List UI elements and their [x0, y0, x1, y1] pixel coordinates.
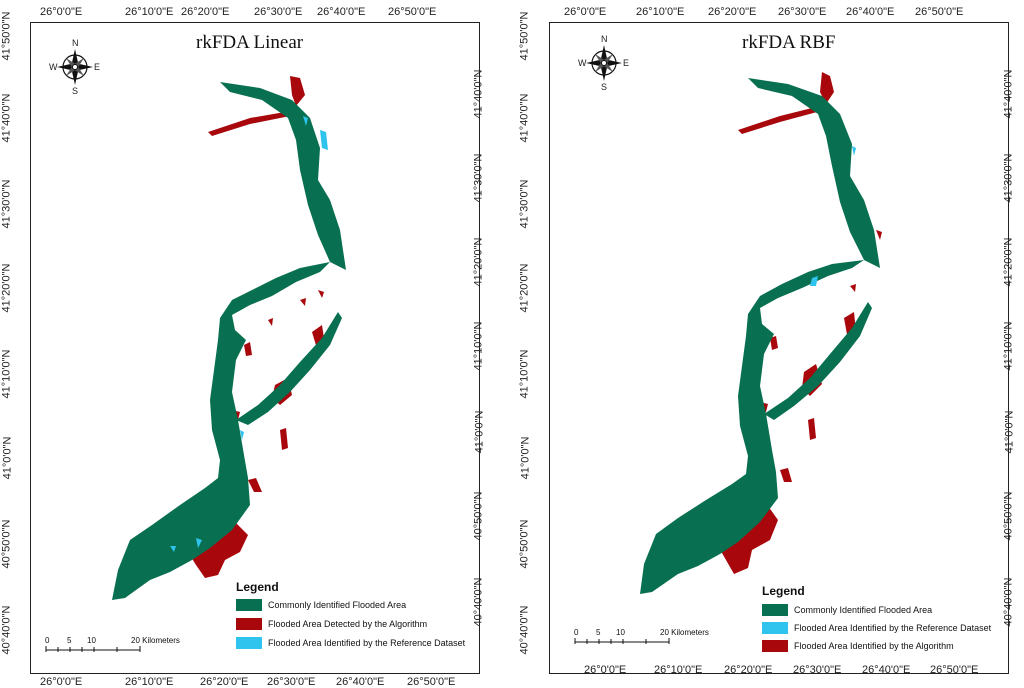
algorithm-flood-areas — [718, 72, 882, 574]
map-title: rkFDA RBF — [742, 32, 836, 53]
scale-bar — [574, 638, 670, 644]
reference-flood-areas — [810, 146, 856, 286]
legend-swatch — [762, 640, 788, 652]
lon-tick-top: 26°20'0"E — [708, 6, 757, 18]
legend-label: Commonly Identified Flooded Area — [794, 605, 933, 615]
legend-label: Commonly Identified Flooded Area — [268, 600, 407, 610]
lon-tick-bottom: 26°20'0"E — [724, 664, 773, 676]
legend-swatch — [236, 599, 262, 611]
lon-tick-top: 26°50'0"E — [388, 6, 437, 18]
lon-tick-top: 26°10'0"E — [125, 6, 174, 18]
legend-item: Commonly Identified Flooded Area — [236, 598, 406, 612]
lon-tick-bottom: 26°0'0"E — [40, 676, 83, 688]
lon-tick-bottom: 26°30'0"E — [267, 676, 316, 688]
scale-label: 10 — [616, 628, 625, 637]
compass-s-label: S — [72, 86, 79, 96]
lon-tick-bottom: 26°10'0"E — [654, 664, 703, 676]
map-frame — [30, 22, 480, 674]
scale-label: 0 — [574, 628, 579, 637]
compass-w-label: W — [49, 62, 58, 72]
lon-tick-top: 26°30'0"E — [254, 6, 303, 18]
legend-item: Commonly Identified Flooded Area — [762, 603, 932, 617]
scale-label: 20 Kilometers — [660, 628, 709, 637]
compass-e-label: E — [623, 58, 630, 68]
legend-label: Flooded Area Identified by the Reference… — [268, 638, 466, 648]
legend-item: Flooded Area Detected by the Algorithm — [236, 617, 427, 631]
legend-swatch — [236, 637, 262, 649]
lon-tick-top: 26°40'0"E — [317, 6, 366, 18]
lon-tick-bottom: 26°10'0"E — [125, 676, 174, 688]
lon-tick-top: 26°30'0"E — [778, 6, 827, 18]
legend-swatch — [236, 618, 262, 630]
lon-tick-bottom: 26°50'0"E — [407, 676, 456, 688]
legend-label: Flooded Area Identified by the Algorithm — [794, 641, 954, 651]
scale-label: 20 Kilometers — [131, 636, 180, 645]
lon-tick-top: 26°10'0"E — [636, 6, 685, 18]
lon-tick-bottom: 26°40'0"E — [336, 676, 385, 688]
lon-tick-top: 26°0'0"E — [564, 6, 607, 18]
lon-tick-top: 26°50'0"E — [915, 6, 964, 18]
scale-bar — [45, 646, 141, 652]
lon-tick-top: 26°40'0"E — [846, 6, 895, 18]
legend-title: Legend — [236, 580, 279, 594]
lon-tick-bottom: 26°20'0"E — [200, 676, 249, 688]
compass-w-label: W — [578, 58, 587, 68]
legend-item: Flooded Area Identified by the Algorithm — [762, 639, 954, 653]
flood-map-rbf — [640, 72, 882, 594]
common-flood-areas — [640, 78, 880, 594]
legend-label: Flooded Area Identified by the Reference… — [794, 623, 992, 633]
scale-label: 5 — [596, 628, 601, 637]
legend-swatch — [762, 604, 788, 616]
map-panel-linear: 26°0'0"E 26°10'0"E 26°20'0"E 26°30'0"E 2… — [0, 6, 485, 688]
legend-swatch — [762, 622, 788, 634]
lon-tick-top: 26°0'0"E — [40, 6, 83, 18]
legend-item: Flooded Area Identified by the Reference… — [762, 621, 991, 635]
lon-tick-bottom: 26°0'0"E — [584, 664, 627, 676]
compass-s-label: S — [601, 82, 608, 92]
reference-flood-areas — [170, 116, 328, 552]
legend-title: Legend — [762, 584, 805, 598]
lon-tick-bottom: 26°30'0"E — [793, 664, 842, 676]
compass-e-label: E — [94, 62, 101, 72]
legend-label: Flooded Area Detected by the Algorithm — [268, 619, 428, 629]
lon-tick-bottom: 26°40'0"E — [862, 664, 911, 676]
flood-map-linear — [112, 76, 346, 600]
map-title: rkFDA Linear — [196, 32, 304, 53]
map-panel-rbf: 26°0'0"E 26°10'0"E 26°20'0"E 26°30'0"E 2… — [512, 0, 1024, 688]
compass-n-label: N — [72, 38, 79, 48]
scale-label: 0 — [45, 636, 50, 645]
scale-label: 10 — [87, 636, 96, 645]
lon-tick-top: 26°20'0"E — [181, 6, 230, 18]
legend-item: Flooded Area Identified by the Reference… — [236, 636, 465, 650]
compass-n-label: N — [601, 34, 608, 44]
map-frame — [549, 22, 1009, 674]
scale-label: 5 — [67, 636, 72, 645]
lon-tick-bottom: 26°50'0"E — [930, 664, 979, 676]
